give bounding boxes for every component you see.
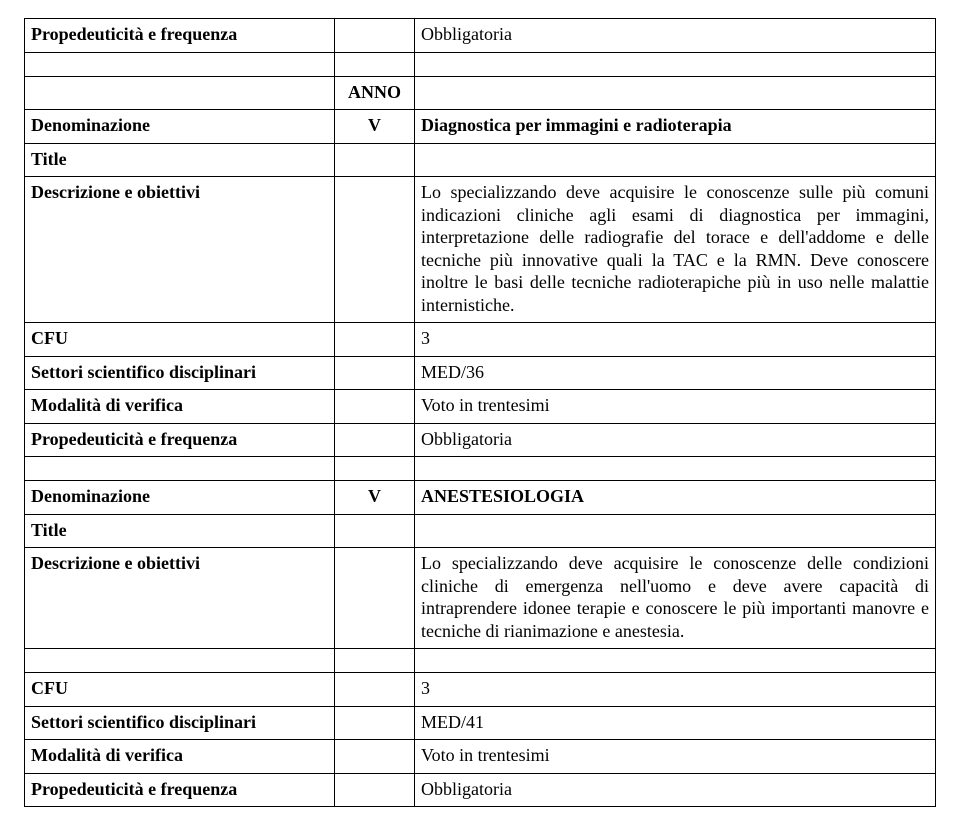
cell-empty <box>335 548 415 649</box>
cell-empty <box>335 323 415 357</box>
cell-empty <box>335 356 415 390</box>
denominazione-text: ANESTESIOLOGIA <box>421 486 584 506</box>
cell-ssd-value: MED/36 <box>415 356 936 390</box>
label-propedeuticita: Propedeuticità e frequenza <box>25 773 335 807</box>
cell-descrizione-value: Lo specializzando deve acquisire le cono… <box>415 548 936 649</box>
table-row: Propedeuticità e frequenza Obbligatoria <box>25 773 936 807</box>
cell-empty <box>415 457 936 481</box>
table-row: Settori scientifico disciplinari MED/41 <box>25 706 936 740</box>
label-ssd: Settori scientifico disciplinari <box>25 356 335 390</box>
cell-empty <box>335 177 415 323</box>
spacer-row <box>25 52 936 76</box>
cell-empty <box>335 143 415 177</box>
cell-empty <box>25 649 335 673</box>
cell-empty <box>335 423 415 457</box>
table-row: Propedeuticità e frequenza Obbligatoria <box>25 19 936 53</box>
cell-cfu-value: 3 <box>415 673 936 707</box>
spacer-row <box>25 649 936 673</box>
cell-propedeuticita-value: Obbligatoria <box>415 773 936 807</box>
cell-title-value <box>415 514 936 548</box>
table-row: Descrizione e obiettivi Lo specializzand… <box>25 177 936 323</box>
label-denominazione: Denominazione <box>25 110 335 144</box>
table-row: Denominazione V Diagnostica per immagini… <box>25 110 936 144</box>
cell-empty <box>335 706 415 740</box>
table-row: Modalità di verifica Voto in trentesimi <box>25 740 936 774</box>
year-header: ANNO <box>335 76 415 110</box>
label-verifica: Modalità di verifica <box>25 390 335 424</box>
table-row: Settori scientifico disciplinari MED/36 <box>25 356 936 390</box>
table-row: Descrizione e obiettivi Lo specializzand… <box>25 548 936 649</box>
label-denominazione: Denominazione <box>25 481 335 515</box>
label-title: Title <box>25 143 335 177</box>
label-descrizione: Descrizione e obiettivi <box>25 177 335 323</box>
table-row: Propedeuticità e frequenza Obbligatoria <box>25 423 936 457</box>
label-verifica: Modalità di verifica <box>25 740 335 774</box>
cell-top-propedeuticita-value: Obbligatoria <box>415 19 936 53</box>
cell-empty <box>335 740 415 774</box>
course-table: Propedeuticità e frequenza Obbligatoria … <box>24 18 936 807</box>
cell-verifica-value: Voto in trentesimi <box>415 740 936 774</box>
label-ssd: Settori scientifico disciplinari <box>25 706 335 740</box>
cell-empty <box>25 52 335 76</box>
label-title: Title <box>25 514 335 548</box>
cell-denominazione-value: Diagnostica per immagini e radioterapia <box>415 110 936 144</box>
label-propedeuticita: Propedeuticità e frequenza <box>25 19 335 53</box>
cell-descrizione-value: Lo specializzando deve acquisire le cono… <box>415 177 936 323</box>
table-row: Title <box>25 514 936 548</box>
cell-empty <box>335 52 415 76</box>
cell-empty <box>335 773 415 807</box>
cell-empty <box>415 76 936 110</box>
cell-empty <box>335 457 415 481</box>
cell-year: V <box>335 481 415 515</box>
cell-propedeuticita-value: Obbligatoria <box>415 423 936 457</box>
cell-empty <box>335 514 415 548</box>
label-cfu: CFU <box>25 323 335 357</box>
cell-empty <box>415 52 936 76</box>
table-row: Denominazione V ANESTESIOLOGIA <box>25 481 936 515</box>
cell-ssd-value: MED/41 <box>415 706 936 740</box>
cell-verifica-value: Voto in trentesimi <box>415 390 936 424</box>
cell-empty <box>335 673 415 707</box>
table-row: Modalità di verifica Voto in trentesimi <box>25 390 936 424</box>
cell-year: V <box>335 110 415 144</box>
cell-empty <box>415 649 936 673</box>
spacer-row <box>25 457 936 481</box>
document-page: Propedeuticità e frequenza Obbligatoria … <box>0 0 960 831</box>
table-row: CFU 3 <box>25 323 936 357</box>
cell-empty <box>335 19 415 53</box>
cell-denominazione-value: ANESTESIOLOGIA <box>415 481 936 515</box>
cell-empty <box>25 76 335 110</box>
label-propedeuticita: Propedeuticità e frequenza <box>25 423 335 457</box>
label-descrizione: Descrizione e obiettivi <box>25 548 335 649</box>
table-row: Title <box>25 143 936 177</box>
table-row: ANNO <box>25 76 936 110</box>
cell-cfu-value: 3 <box>415 323 936 357</box>
table-row: CFU 3 <box>25 673 936 707</box>
cell-title-value <box>415 143 936 177</box>
label-cfu: CFU <box>25 673 335 707</box>
cell-empty <box>335 649 415 673</box>
cell-empty <box>25 457 335 481</box>
denominazione-text: Diagnostica per immagini e radioterapia <box>421 115 732 135</box>
cell-empty <box>335 390 415 424</box>
